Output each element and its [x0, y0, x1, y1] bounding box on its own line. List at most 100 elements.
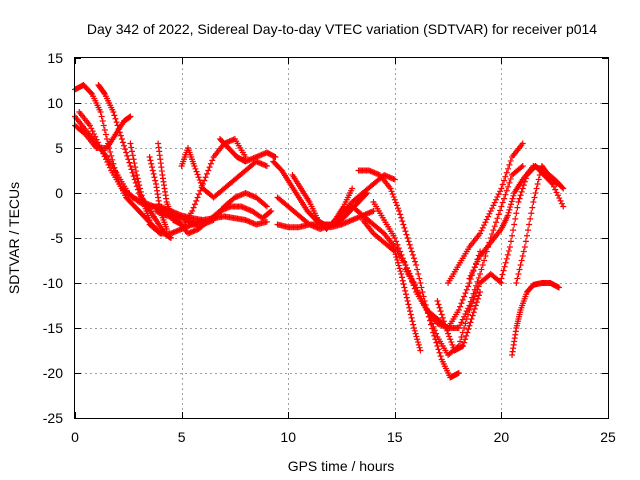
data-point [93, 136, 100, 143]
data-point [507, 238, 514, 245]
data-point [466, 275, 473, 282]
data-point [455, 325, 462, 331]
data-point [510, 192, 517, 199]
data-point [97, 145, 104, 151]
data-point [397, 211, 404, 218]
y-tick-label: -25 [43, 410, 63, 426]
data-point [414, 339, 421, 346]
data-point [125, 156, 132, 163]
data-point [507, 204, 514, 211]
data-point [509, 232, 516, 239]
data-point [130, 173, 137, 180]
x-axis-label: GPS time / hours [288, 458, 395, 474]
data-point [560, 203, 567, 210]
data-point [499, 199, 506, 206]
data-point [475, 274, 482, 281]
data-point [506, 244, 513, 250]
data-point [518, 164, 525, 171]
data-point [192, 165, 199, 172]
data-point [398, 214, 405, 221]
data-point [89, 128, 96, 135]
data-point [96, 142, 103, 149]
data-point [503, 187, 510, 194]
data-point [472, 302, 479, 309]
data-point [395, 245, 402, 252]
data-point [122, 146, 129, 153]
data-point [419, 298, 426, 305]
data-point [470, 267, 477, 274]
data-point [106, 164, 113, 171]
data-point [473, 299, 480, 306]
data-point [98, 113, 105, 120]
data-point [206, 164, 213, 171]
data-point [501, 263, 508, 270]
series-sat-8 [155, 140, 185, 228]
data-point [462, 320, 469, 327]
data-point [127, 140, 134, 147]
data-point [99, 118, 106, 124]
data-point [531, 194, 538, 201]
data-point [463, 308, 470, 315]
data-point [88, 125, 95, 132]
data-point [436, 349, 443, 356]
data-point [518, 257, 525, 264]
data-point [470, 309, 477, 316]
data-point [92, 133, 99, 140]
data-point [137, 188, 144, 195]
data-point [102, 131, 109, 138]
data-point [86, 122, 93, 129]
data-point [414, 266, 421, 273]
data-point [497, 207, 504, 214]
data-point [193, 197, 200, 204]
data-point [491, 199, 498, 206]
data-point [474, 278, 481, 285]
data-point [523, 232, 530, 239]
data-point [465, 283, 472, 290]
data-point [468, 316, 475, 322]
data-point [398, 274, 405, 281]
data-point [379, 229, 386, 236]
data-point [408, 248, 415, 255]
data-point [417, 280, 424, 286]
data-point [421, 301, 428, 308]
data-point [416, 275, 423, 282]
data-point [499, 271, 506, 278]
data-point [104, 159, 111, 166]
data-point [103, 136, 110, 142]
y-tick-label: 10 [47, 95, 63, 111]
data-point [467, 319, 474, 326]
data-point [505, 165, 512, 172]
data-point [520, 248, 527, 255]
data-point [132, 179, 139, 186]
series-sat-12 [178, 136, 249, 232]
data-point [501, 177, 508, 184]
data-point [191, 201, 198, 208]
data-point [485, 213, 492, 220]
data-point [193, 168, 200, 175]
data-point [467, 272, 474, 279]
data-point [401, 258, 408, 265]
data-point [528, 210, 535, 217]
x-tick-label: 10 [280, 429, 296, 445]
data-point [535, 176, 542, 183]
data-point [469, 269, 476, 276]
data-point [406, 308, 413, 315]
data-point [445, 330, 452, 337]
gridlines [75, 58, 608, 418]
data-point [442, 325, 449, 331]
data-point [433, 330, 440, 337]
data-point [477, 271, 484, 277]
data-point [507, 175, 514, 182]
data-point [533, 185, 540, 192]
data-point [494, 193, 501, 200]
data-point [459, 296, 466, 303]
data-point [436, 304, 443, 311]
y-tick-label: 5 [55, 140, 63, 156]
data-point [194, 194, 201, 201]
data-point [481, 222, 488, 229]
data-point [123, 149, 130, 156]
data-point [391, 248, 398, 255]
data-point [497, 278, 504, 285]
